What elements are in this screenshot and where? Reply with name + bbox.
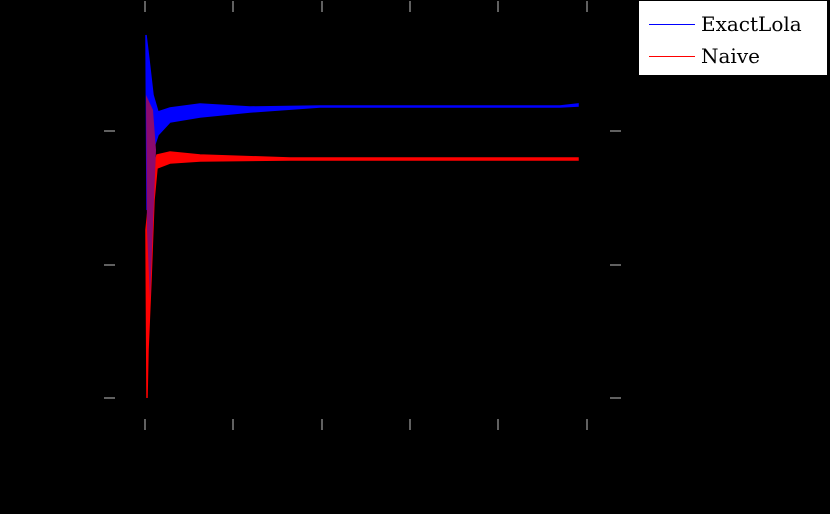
overlap-region: [146, 95, 156, 300]
series-layer: [145, 34, 579, 399]
axis-ticks: [104, 1, 621, 430]
legend-swatch-red: [649, 55, 695, 57]
series-naive: [145, 151, 579, 399]
legend-swatch-blue: [649, 23, 695, 25]
series-exactlola: [145, 34, 579, 211]
legend-item-exactlola: ExactLola: [649, 11, 802, 37]
legend: ExactLola Naive: [638, 0, 828, 76]
legend-label: ExactLola: [701, 12, 802, 36]
legend-label: Naive: [701, 44, 760, 68]
legend-item-naive: Naive: [649, 43, 760, 69]
